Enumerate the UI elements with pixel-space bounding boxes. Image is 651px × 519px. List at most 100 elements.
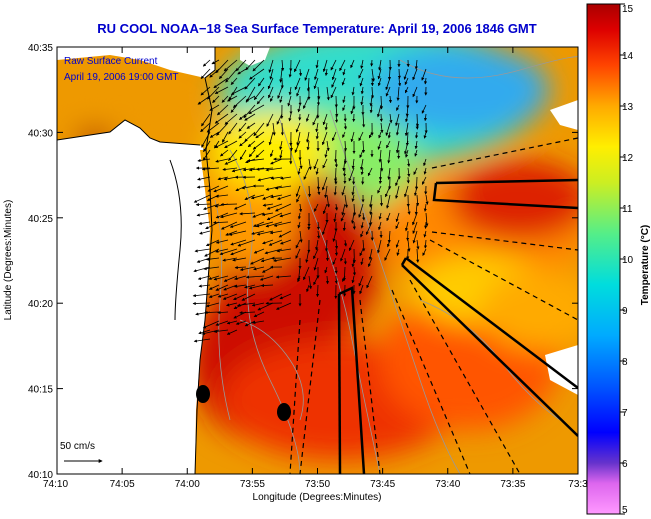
current-vector xyxy=(423,167,427,175)
current-vector xyxy=(251,302,265,307)
current-vector xyxy=(277,86,283,99)
current-vector xyxy=(200,86,211,96)
current-vector xyxy=(230,248,247,256)
current-vector xyxy=(239,140,247,147)
current-vector xyxy=(199,230,211,235)
current-vector xyxy=(275,203,292,212)
current-vector xyxy=(259,275,274,281)
current-vector xyxy=(385,185,391,198)
current-vector xyxy=(223,59,238,72)
current-vector xyxy=(294,59,301,73)
current-vector xyxy=(351,86,355,96)
current-vector xyxy=(313,158,319,170)
current-vector xyxy=(224,158,238,165)
current-vector xyxy=(334,203,339,211)
current-vector xyxy=(213,185,229,193)
current-vector xyxy=(306,131,310,143)
current-vector xyxy=(421,68,427,81)
current-vector xyxy=(253,311,265,318)
current-vector xyxy=(371,68,375,82)
current-vector xyxy=(262,203,274,207)
current-vector xyxy=(244,284,256,289)
current-vector xyxy=(405,113,409,123)
current-vector xyxy=(368,248,373,261)
current-vector xyxy=(387,131,391,139)
current-vector xyxy=(359,248,364,257)
x-tick-label: 73:50 xyxy=(305,479,330,490)
current-vector xyxy=(270,149,274,158)
current-vector xyxy=(386,212,391,222)
current-vector xyxy=(211,59,220,65)
current-vector xyxy=(422,248,427,256)
current-vector xyxy=(312,113,319,126)
current-vector xyxy=(219,248,238,256)
current-vector xyxy=(215,158,229,163)
current-vector xyxy=(380,122,384,134)
current-vector xyxy=(331,68,337,81)
y-tick-label: 40:25 xyxy=(28,214,53,225)
current-vector xyxy=(367,167,373,177)
current-vector xyxy=(279,95,283,104)
current-vector xyxy=(360,158,364,171)
current-vector xyxy=(217,310,229,315)
current-vector xyxy=(288,68,292,78)
current-vector xyxy=(248,104,265,115)
current-vector xyxy=(395,212,400,223)
current-vector xyxy=(233,293,247,300)
current-vector xyxy=(407,239,411,252)
current-vector xyxy=(239,311,256,315)
current-vector xyxy=(295,185,301,198)
current-vector xyxy=(324,185,328,199)
current-vector xyxy=(378,176,383,185)
current-vector xyxy=(360,167,364,176)
current-vector xyxy=(362,239,366,252)
current-vector xyxy=(369,95,373,107)
current-vector xyxy=(339,59,346,72)
current-vector xyxy=(297,167,301,175)
colorbar-tick-label: 9 xyxy=(622,306,628,317)
current-vector xyxy=(326,140,330,152)
current-vector xyxy=(370,59,374,67)
current-vector xyxy=(315,122,319,133)
current-vector xyxy=(360,221,364,229)
current-vector xyxy=(316,230,321,239)
current-vector xyxy=(378,221,382,231)
current-vector xyxy=(222,167,238,171)
current-vector xyxy=(298,68,303,77)
current-vector xyxy=(395,185,400,199)
x-tick-label: 73:55 xyxy=(240,479,265,490)
current-vector xyxy=(317,185,321,196)
current-vector xyxy=(269,293,283,301)
current-vector xyxy=(280,176,292,180)
current-vector xyxy=(305,248,310,263)
current-vector xyxy=(225,68,238,83)
x-tick-label: 73:45 xyxy=(370,479,395,490)
current-vector xyxy=(296,131,301,146)
current-vector xyxy=(226,302,238,307)
map-plot-area[interactable]: Raw Surface Current April 19, 2006 19:00… xyxy=(57,25,600,474)
current-vector xyxy=(330,86,337,99)
current-vector xyxy=(202,320,220,329)
current-vector xyxy=(341,77,346,86)
current-vector xyxy=(205,221,220,230)
station-marker[interactable] xyxy=(277,403,291,421)
current-vector xyxy=(317,86,321,100)
current-vector xyxy=(226,329,238,335)
current-vector xyxy=(423,131,427,139)
current-vector xyxy=(215,284,229,291)
current-vector xyxy=(203,140,211,153)
x-tick-label: 74:00 xyxy=(175,479,200,490)
current-vector xyxy=(331,77,337,88)
current-vector xyxy=(407,158,411,168)
current-vector xyxy=(389,113,393,124)
current-vector xyxy=(358,68,364,79)
current-vector xyxy=(387,230,391,244)
current-vector xyxy=(308,158,312,171)
current-vector xyxy=(250,194,265,200)
current-vector xyxy=(315,284,320,298)
station-marker[interactable] xyxy=(196,385,210,403)
current-vector xyxy=(326,86,330,101)
current-vector xyxy=(395,176,400,187)
current-vector xyxy=(412,86,418,98)
current-vector xyxy=(232,95,247,108)
